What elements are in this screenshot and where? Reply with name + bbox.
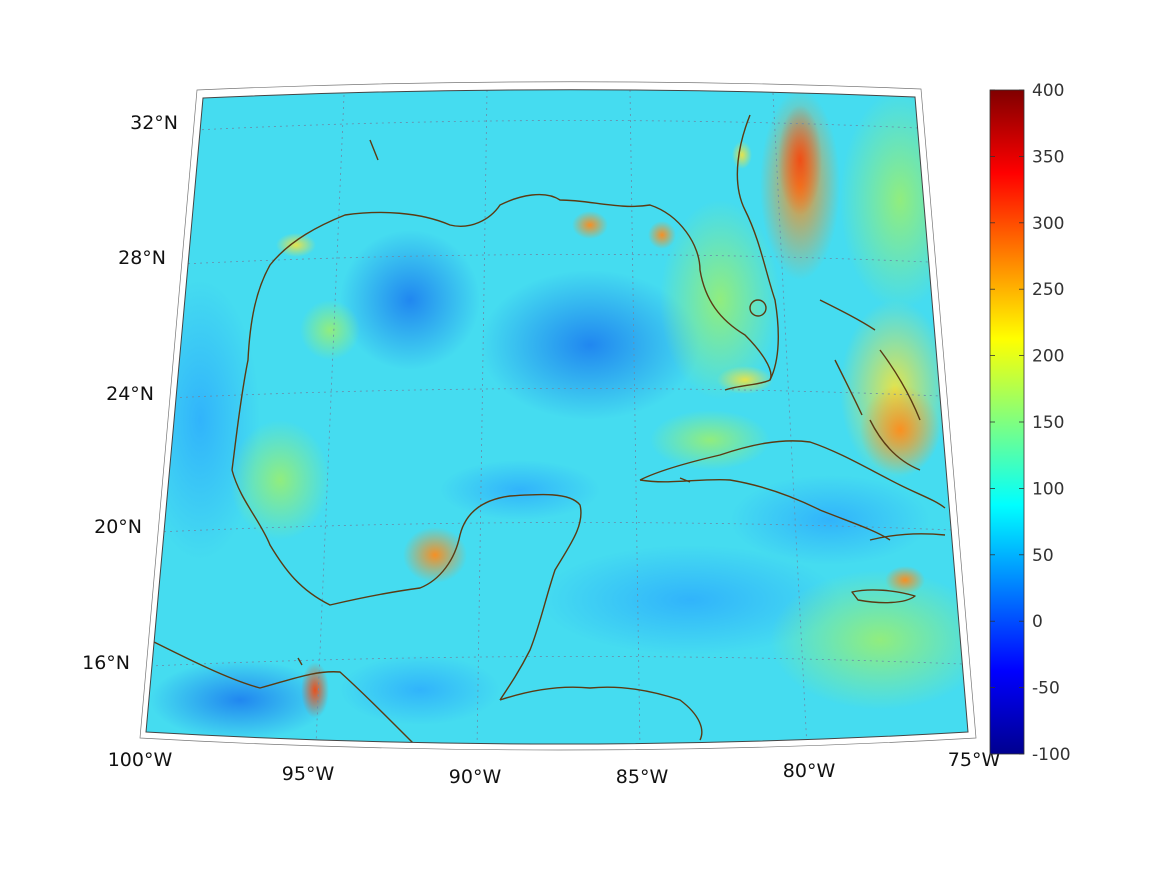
colorbar-tick-label: -100: [1032, 745, 1071, 765]
map-frame: [139, 81, 977, 751]
latitude-axis: 32°N 28°N 24°N 20°N 16°N: [82, 112, 178, 674]
graticule: [149, 89, 963, 744]
colorbar-tick-label: 100: [1032, 479, 1064, 499]
colorbar-tick-label: 50: [1032, 546, 1054, 566]
colorbar-ticks: 400 350 300 250 200 150 100 50 0 -50 -100: [990, 81, 1071, 765]
colorbar-gradient: [989, 89, 1025, 755]
lat-tick-label: 32°N: [130, 112, 178, 134]
colorbar-tick-label: 400: [1032, 81, 1064, 101]
colorbar-tick-label: 300: [1032, 214, 1064, 234]
lat-tick-label: 16°N: [82, 652, 130, 674]
lat-tick-label: 24°N: [106, 383, 154, 405]
coastlines: [149, 114, 946, 744]
colorbar-tick-label: 150: [1032, 413, 1064, 433]
lon-tick-label: 100°W: [108, 749, 173, 771]
lon-tick-label: 80°W: [783, 760, 836, 782]
colorbar-tick-label: 250: [1032, 280, 1064, 300]
lat-tick-label: 28°N: [118, 247, 166, 269]
lat-tick-label: 20°N: [94, 516, 142, 538]
colorbar-tick-label: -50: [1032, 679, 1060, 699]
lon-tick-label: 85°W: [616, 766, 669, 788]
colorbar-tick-label: 200: [1032, 347, 1064, 367]
data-field: [146, 89, 968, 744]
lon-tick-label: 75°W: [948, 749, 1001, 771]
colorbar-tick-label: 350: [1032, 147, 1064, 167]
colorbar-tick-label: 0: [1032, 612, 1043, 632]
lon-tick-label: 90°W: [449, 766, 502, 788]
colorbar: 400 350 300 250 200 150 100 50 0 -50 -100: [989, 81, 1071, 765]
lon-tick-label: 95°W: [282, 763, 335, 785]
longitude-axis: 100°W 95°W 90°W 85°W 80°W 75°W: [108, 749, 1001, 788]
